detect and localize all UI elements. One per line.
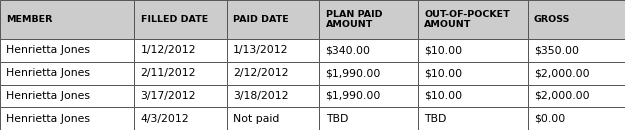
Text: TBD: TBD bbox=[424, 114, 447, 124]
Text: 1/12/2012: 1/12/2012 bbox=[141, 45, 196, 55]
Text: PAID DATE: PAID DATE bbox=[233, 15, 289, 24]
Text: Henrietta Jones: Henrietta Jones bbox=[6, 45, 90, 55]
Text: Henrietta Jones: Henrietta Jones bbox=[6, 114, 90, 124]
Bar bbox=[319, 39, 418, 62]
Bar bbox=[319, 0, 418, 39]
Text: 2/11/2012: 2/11/2012 bbox=[141, 68, 196, 78]
Bar bbox=[227, 84, 319, 107]
Text: Henrietta Jones: Henrietta Jones bbox=[6, 91, 90, 101]
Bar bbox=[134, 107, 227, 130]
Text: GROSS: GROSS bbox=[534, 15, 570, 24]
Text: $10.00: $10.00 bbox=[424, 68, 462, 78]
Bar bbox=[528, 0, 625, 39]
Bar bbox=[319, 107, 418, 130]
Bar bbox=[227, 0, 319, 39]
Text: $350.00: $350.00 bbox=[534, 45, 579, 55]
Bar bbox=[0, 39, 134, 62]
Text: OUT-OF-POCKET
AMOUNT: OUT-OF-POCKET AMOUNT bbox=[424, 10, 510, 29]
Bar bbox=[227, 107, 319, 130]
Text: 2/12/2012: 2/12/2012 bbox=[233, 68, 289, 78]
Bar bbox=[418, 84, 528, 107]
Text: FILLED DATE: FILLED DATE bbox=[141, 15, 208, 24]
Text: $1,990.00: $1,990.00 bbox=[326, 68, 381, 78]
Bar bbox=[528, 62, 625, 84]
Text: $0.00: $0.00 bbox=[534, 114, 565, 124]
Bar bbox=[227, 62, 319, 84]
Bar bbox=[0, 62, 134, 84]
Text: 1/13/2012: 1/13/2012 bbox=[233, 45, 289, 55]
Bar bbox=[528, 84, 625, 107]
Bar bbox=[227, 39, 319, 62]
Bar bbox=[319, 84, 418, 107]
Text: $1,990.00: $1,990.00 bbox=[326, 91, 381, 101]
Bar bbox=[418, 107, 528, 130]
Bar bbox=[0, 107, 134, 130]
Text: $2,000.00: $2,000.00 bbox=[534, 68, 589, 78]
Bar bbox=[134, 39, 227, 62]
Text: PLAN PAID
AMOUNT: PLAN PAID AMOUNT bbox=[326, 10, 382, 29]
Bar bbox=[418, 39, 528, 62]
Text: Not paid: Not paid bbox=[233, 114, 279, 124]
Bar bbox=[0, 0, 134, 39]
Bar bbox=[134, 84, 227, 107]
Bar bbox=[319, 62, 418, 84]
Bar bbox=[134, 0, 227, 39]
Bar bbox=[134, 62, 227, 84]
Text: 3/17/2012: 3/17/2012 bbox=[141, 91, 196, 101]
Text: $2,000.00: $2,000.00 bbox=[534, 91, 589, 101]
Text: $10.00: $10.00 bbox=[424, 91, 462, 101]
Text: Henrietta Jones: Henrietta Jones bbox=[6, 68, 90, 78]
Bar bbox=[418, 62, 528, 84]
Bar bbox=[528, 39, 625, 62]
Text: $340.00: $340.00 bbox=[326, 45, 371, 55]
Bar bbox=[528, 107, 625, 130]
Bar bbox=[418, 0, 528, 39]
Text: 4/3/2012: 4/3/2012 bbox=[141, 114, 189, 124]
Text: $10.00: $10.00 bbox=[424, 45, 462, 55]
Text: MEMBER: MEMBER bbox=[6, 15, 53, 24]
Text: 3/18/2012: 3/18/2012 bbox=[233, 91, 289, 101]
Text: TBD: TBD bbox=[326, 114, 348, 124]
Bar bbox=[0, 84, 134, 107]
